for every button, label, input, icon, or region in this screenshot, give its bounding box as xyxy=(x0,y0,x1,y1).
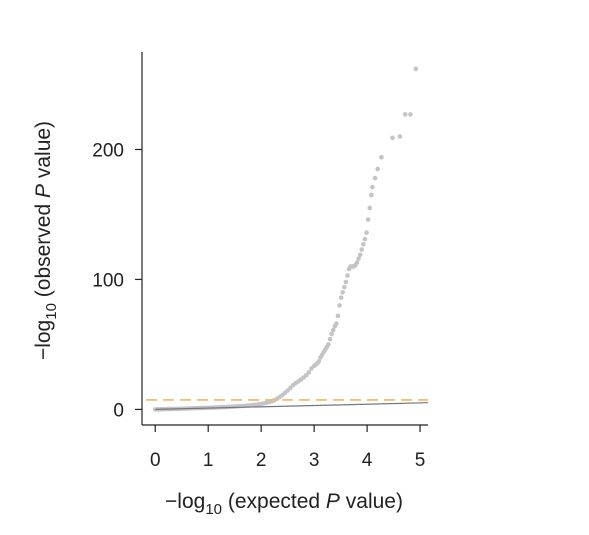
data-point xyxy=(402,112,408,117)
data-point xyxy=(330,327,336,333)
data-point xyxy=(361,242,366,247)
y-axis-label-subscript: 10 xyxy=(43,303,60,320)
data-point xyxy=(372,175,378,181)
x-tick-label: 1 xyxy=(203,450,214,471)
y-tick-label: 0 xyxy=(113,400,124,421)
x-tick-label: 0 xyxy=(150,450,161,471)
data-point xyxy=(357,252,363,258)
data-point xyxy=(369,192,374,198)
x-axis-label-subscript: 10 xyxy=(205,501,222,518)
x-tick-label: 3 xyxy=(309,450,320,471)
expected-diagonal-line xyxy=(155,402,429,411)
y-axis-label: −log10 (observed P value) xyxy=(32,121,60,360)
data-point xyxy=(408,112,413,117)
data-point xyxy=(379,154,384,160)
data-point xyxy=(338,295,344,300)
data-point xyxy=(362,236,368,242)
data-point xyxy=(367,205,373,211)
data-point xyxy=(390,135,395,141)
data-point xyxy=(306,370,312,375)
data-point xyxy=(365,217,371,222)
x-axis-label-italic: P xyxy=(326,490,340,513)
x-axis-label-middle: (expected xyxy=(222,490,326,513)
x-tick-label: 4 xyxy=(362,450,373,471)
x-axis-label: −log10 (expected P value) xyxy=(165,490,403,518)
data-point xyxy=(316,359,322,364)
data-point xyxy=(370,184,375,190)
data-point xyxy=(334,321,339,326)
data-point xyxy=(327,336,333,342)
axes xyxy=(141,52,428,426)
data-point xyxy=(345,273,350,278)
data-point xyxy=(342,284,347,290)
data-points xyxy=(152,66,419,412)
x-axis-label-prefix: −log xyxy=(165,490,205,513)
data-point xyxy=(335,313,341,319)
y-axis-label-prefix: −log xyxy=(32,320,55,360)
data-point xyxy=(354,260,360,265)
data-point xyxy=(397,134,403,139)
y-tick-label: 200 xyxy=(92,140,124,161)
data-point xyxy=(326,342,331,347)
data-point xyxy=(329,331,334,337)
x-tick-label: 2 xyxy=(256,450,267,471)
y-axis-label-middle: (observed xyxy=(32,198,55,303)
data-point xyxy=(356,256,361,261)
data-point xyxy=(340,290,346,295)
data-point xyxy=(413,66,419,72)
y-axis-label-suffix: value) xyxy=(32,121,55,184)
data-point xyxy=(343,279,349,285)
data-point xyxy=(359,247,365,252)
x-axis-ticks: 0 1 2 3 4 5 xyxy=(150,425,425,471)
y-tick-label: 100 xyxy=(92,270,124,291)
y-axis-label-italic: P xyxy=(32,184,55,198)
y-axis-ticks: 0 100 200 xyxy=(92,140,142,421)
data-point xyxy=(375,166,380,172)
x-axis-label-suffix: value) xyxy=(340,490,403,513)
data-point xyxy=(337,303,342,308)
data-point xyxy=(364,230,369,235)
x-tick-label: 5 xyxy=(415,450,426,471)
